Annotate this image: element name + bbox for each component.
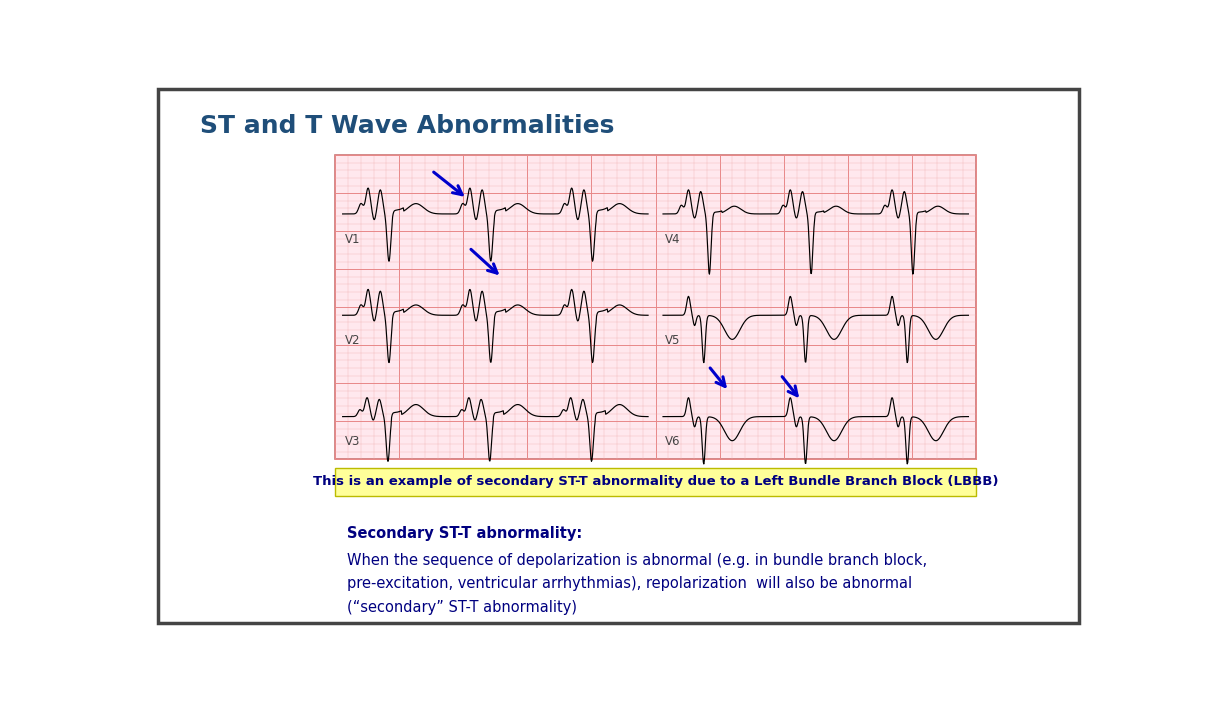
Text: V3: V3	[344, 436, 360, 448]
Text: Secondary ST-T abnormality:: Secondary ST-T abnormality:	[348, 526, 583, 541]
FancyBboxPatch shape	[336, 468, 976, 496]
Text: V6: V6	[665, 436, 681, 448]
FancyBboxPatch shape	[336, 155, 976, 459]
Text: V4: V4	[665, 233, 681, 246]
Text: ST and T Wave Abnormalities: ST and T Wave Abnormalities	[199, 114, 614, 138]
Text: This is an example of secondary ST-T abnormality due to a Left Bundle Branch Blo: This is an example of secondary ST-T abn…	[313, 475, 998, 489]
Text: V5: V5	[665, 334, 681, 347]
Text: When the sequence of depolarization is abnormal (e.g. in bundle branch block,: When the sequence of depolarization is a…	[348, 553, 927, 568]
Text: (“secondary” ST-T abnormality): (“secondary” ST-T abnormality)	[348, 601, 577, 615]
FancyBboxPatch shape	[158, 89, 1079, 623]
Text: V2: V2	[344, 334, 360, 347]
Text: V1: V1	[344, 233, 360, 246]
Text: pre-excitation, ventricular arrhythmias), repolarization  will also be abnormal: pre-excitation, ventricular arrhythmias)…	[348, 577, 912, 591]
